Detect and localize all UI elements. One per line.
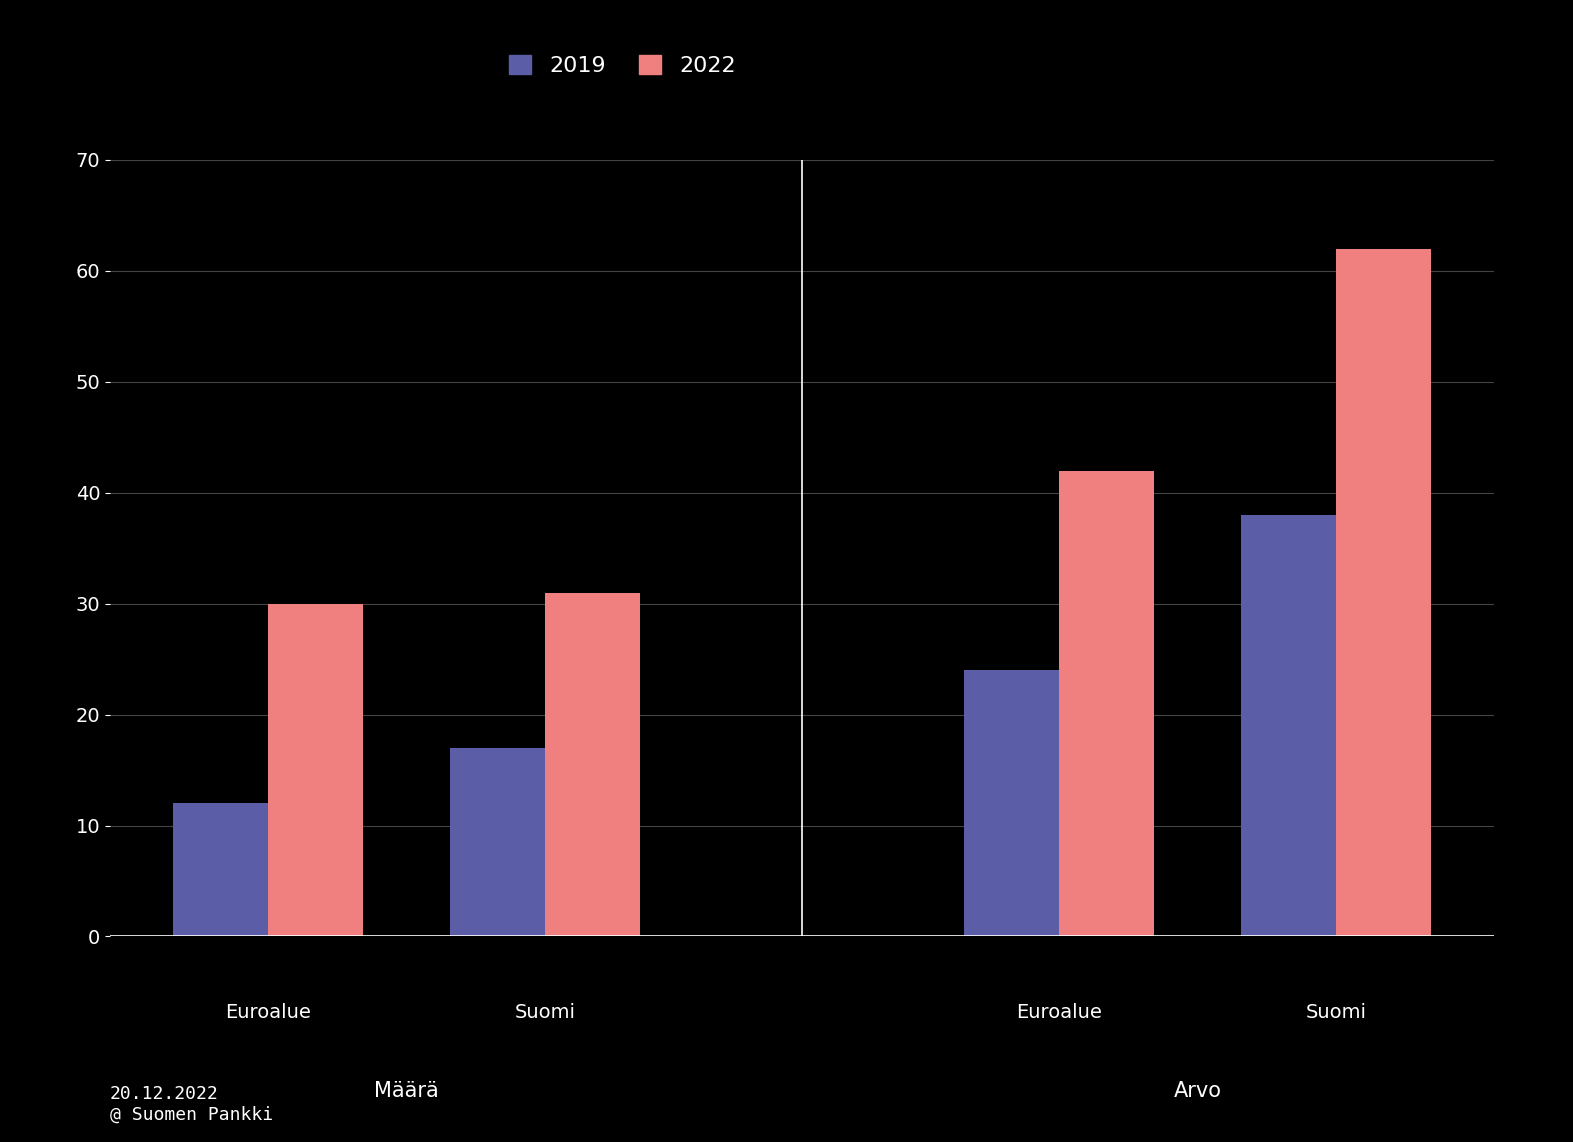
Legend: 2019, 2022: 2019, 2022 <box>510 55 736 77</box>
Bar <box>269 604 363 936</box>
Text: Euroalue: Euroalue <box>225 1003 311 1022</box>
Bar <box>173 803 269 936</box>
Bar <box>964 670 1059 936</box>
Text: Arvo: Arvo <box>1173 1080 1222 1101</box>
Text: Suomi: Suomi <box>1306 1003 1367 1022</box>
Text: Määrä: Määrä <box>374 1080 439 1101</box>
Bar <box>546 593 640 936</box>
Bar <box>450 748 546 936</box>
Bar <box>1335 249 1431 936</box>
Bar <box>1241 515 1335 936</box>
Text: Euroalue: Euroalue <box>1016 1003 1103 1022</box>
Text: Suomi: Suomi <box>514 1003 576 1022</box>
Text: 20.12.2022
@ Suomen Pankki: 20.12.2022 @ Suomen Pankki <box>110 1085 274 1124</box>
Bar <box>1059 471 1155 936</box>
